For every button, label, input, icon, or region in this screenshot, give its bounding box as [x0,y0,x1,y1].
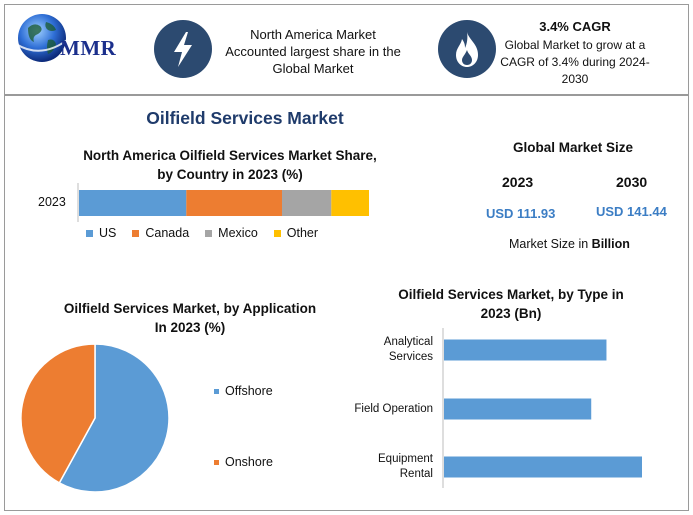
pie-slice-onshore [20,343,96,484]
legend-label: Offshore [225,384,273,398]
country-chart-title: North America Oilfield Services Market S… [83,148,377,182]
legend-item-mexico: Mexico [205,226,258,240]
global-market-title: Global Market Size [512,140,634,155]
type-category-label-field-operation: Field Operation [354,402,433,415]
type-category-label-equipment: Equipment Rental [378,453,433,480]
year-2030-label: 2030 [616,174,648,190]
flame-icon [456,32,478,67]
market-size-unit: Market Size in Billion [509,237,630,251]
country-chart-legend: US Canada Mexico Other [86,226,318,240]
application-chart-title: Oilfield Services Market, by Application… [63,301,317,335]
type-bar-equipment [444,456,642,478]
stack-segment-canada [186,190,282,216]
flame-badge [438,20,496,78]
value-2030: USD 141.44 [596,204,667,219]
header-divider [4,94,689,96]
type-category-label-analytical: Analytical Services [383,336,433,363]
legend-swatch [205,229,213,237]
legend-swatch [214,459,219,465]
legend-label: US [99,226,117,240]
type-chart-title: Oilfield Services Market, by Type in 202… [398,287,624,321]
value-2023: USD 111.93 [486,206,556,221]
infographic-frame [4,4,689,511]
legend-item-other: Other [273,226,319,240]
legend-item-us: US [86,226,116,240]
year-2023-label: 2023 [502,174,534,190]
lightning-icon [174,32,192,67]
legend-label: Mexico [218,226,258,240]
type-bar-analytical [444,339,607,361]
legend-swatch [273,229,281,237]
lightning-badge [154,20,212,78]
legend-swatch [132,229,140,237]
legend-item-canada: Canada [132,226,189,240]
stack-segment-other [331,190,369,216]
globe-icon [15,14,71,62]
legend-label: Other [286,226,319,240]
cagr-title: 3.4% CAGR [539,19,611,34]
legend-swatch [214,388,219,394]
country-chart-category-label: 2023 [38,195,66,209]
stack-segment-us [79,190,187,216]
logo-text: MMR [60,36,117,60]
legend-item-onshore: Onshore [214,455,273,469]
type-bar-field-operation [444,398,592,420]
main-title: Oilfield Services Market [146,108,344,128]
legend-label: Onshore [225,455,273,469]
pie-slice-offshore [58,343,170,493]
cagr-text: Global Market to grow at a CAGR of 3.4% … [500,38,650,86]
legend-item-offshore: Offshore [214,384,273,398]
stack-segment-mexico [282,190,332,216]
region-text: North America Market Accounted largest s… [225,27,401,76]
legend-swatch [86,229,93,237]
legend-label: Canada [145,226,190,240]
